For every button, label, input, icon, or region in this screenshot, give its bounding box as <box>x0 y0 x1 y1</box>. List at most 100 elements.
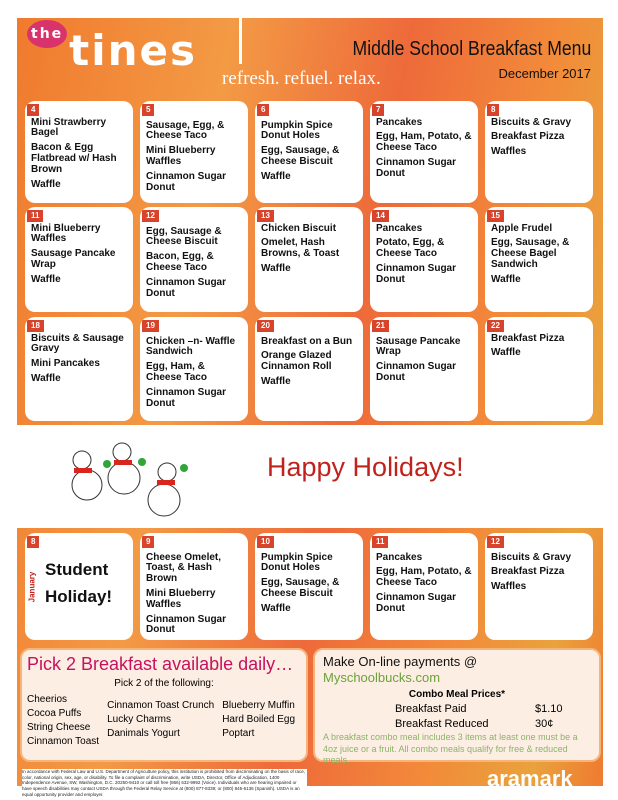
menu-day-card: 21 Sausage Pancake Wrap Cinnamon Sugar Don… <box>370 317 478 421</box>
day-number: 22 <box>487 320 504 332</box>
menu-item: Breakfast Pizza <box>491 566 565 578</box>
menu-date: December 2017 <box>498 66 592 81</box>
menu-item: Egg, Ham, Potato, & Cheese Taco <box>376 566 472 589</box>
menu-item: Biscuits & Gravy <box>491 551 572 563</box>
pick-option: Lucky Charms <box>107 713 171 725</box>
header: the tines refresh. refuel. relax. Middle … <box>17 18 603 100</box>
menu-item: Pumpkin Spice Donut Holes <box>261 551 333 574</box>
pick-option: Danimals Yogurt <box>107 727 180 739</box>
menu-item: Mini Pancakes <box>31 358 100 370</box>
pick-2-box: Pick 2 Breakfast available daily… Pick 2… <box>20 648 308 762</box>
day-number: 20 <box>257 320 274 332</box>
menu-day-card: 19 Chicken –n- Waffle Sandwich Egg, Ham, &… <box>140 317 248 421</box>
legal-notice: In accordance with Federal Law and U.S. … <box>22 769 307 798</box>
price-row: Breakfast Paid $1.10 <box>395 702 591 717</box>
menu-item: Pancakes <box>376 116 423 128</box>
menu-day-card: 11 Mini Blueberry Waffles Sausage Pancake … <box>25 207 133 312</box>
aramark-logo: aramark <box>487 766 573 791</box>
price-label: Breakfast Paid <box>395 703 467 716</box>
menu-item: Potato, Egg, & Cheese Taco <box>376 237 445 260</box>
menu-item: Waffle <box>31 178 61 190</box>
price-label: Breakfast Reduced <box>395 718 489 731</box>
menu-item: Mini Blueberry Waffles <box>146 587 216 610</box>
menu-item: Biscuits & Sausage Gravy <box>31 332 124 355</box>
combo-title: Combo Meal Prices* <box>408 689 506 701</box>
pick-column: Blueberry Muffin Hard Boiled Egg Poptart <box>222 699 295 749</box>
menu-item: Waffle <box>261 375 291 387</box>
menu-item: Biscuits & Gravy <box>491 116 572 128</box>
pick-column: Cinnamon Toast Crunch Lucky Charms Danimal… <box>107 699 214 749</box>
menu-item: Pancakes <box>376 551 423 563</box>
day-number: 11 <box>27 210 44 222</box>
menu-day-card: 9 Cheese Omelet, Toast, & Hash Brown Mini … <box>140 533 248 640</box>
day-number: 15 <box>487 210 504 222</box>
menu-item: Egg, Ham, & Cheese Taco <box>146 361 207 383</box>
day-number: 4 <box>27 104 40 116</box>
menu-item: Mini Blueberry Waffles <box>146 145 216 167</box>
day-number: 12 <box>142 210 159 222</box>
menu-day-card: 11 Pancakes Egg, Ham, Potato, & Cheese Tac… <box>370 533 478 640</box>
menu-item: Waffles <box>491 146 527 158</box>
payments-prefix: Make On-line payments @ <box>323 654 478 669</box>
menu-day-card: 18 Biscuits & Sausage Gravy Mini Pancakes W… <box>25 317 133 421</box>
menu-item: Mini Strawberry Bagel <box>31 116 107 139</box>
menu-day-card: 13 Chicken Biscuit Omelet, Hash Browns, & … <box>255 207 363 312</box>
menu-item: Orange Glazed Cinnamon Roll <box>261 350 332 373</box>
pick-option: String Cheese <box>27 721 91 733</box>
menu-item: Waffle <box>491 347 521 359</box>
menu-item: Cinnamon Sugar Donut <box>146 613 227 636</box>
menu-day-card: 14 Pancakes Potato, Egg, & Cheese Taco Cinn… <box>370 207 478 312</box>
menu-item: Cinnamon Sugar Donut <box>146 170 227 193</box>
pick-2-options: Cheerios Cocoa Puffs String Cheese Cinnamon… <box>27 693 301 749</box>
menu-day-card: 15 Apple Frudel Egg, Sausage, & Cheese Bag… <box>485 207 593 312</box>
pick-option: Cinnamon Toast <box>27 735 100 747</box>
menu-day-card: 12 Egg, Sausage & Cheese Biscuit Bacon, Eg… <box>140 207 248 312</box>
menu-item: Omelet, Hash Browns, & Toast <box>261 237 340 260</box>
day-number: 13 <box>257 210 274 222</box>
online-payments: Make On-line payments @ Myschoolbucks.co… <box>323 654 591 685</box>
menu-item: Cinnamon Sugar Donut <box>146 276 227 299</box>
pick-option: Poptart <box>222 727 255 739</box>
menu-day-card: 4 Mini Strawberry Bagel Bacon & Egg Flatbr… <box>25 101 133 203</box>
menu-item: Sausage Pancake Wrap <box>376 335 461 358</box>
day-number: 10 <box>257 536 274 548</box>
menu-item: Cinnamon Sugar Donut <box>376 262 457 285</box>
payments-box: Make On-line payments @ Myschoolbucks.co… <box>313 648 601 765</box>
january-label: January <box>27 571 37 603</box>
logo-the: the <box>27 20 68 48</box>
fork-icon <box>239 18 299 64</box>
menu-item: Apple Frudel <box>491 222 553 234</box>
snowmen-illustration <box>71 442 188 517</box>
price-value: $1.10 <box>535 703 563 716</box>
menu-item: Egg, Ham, Potato, & Cheese Taco <box>376 131 472 154</box>
menu-day-card: 5 Sausage, Egg, & Cheese Taco Mini Blueber… <box>140 101 248 203</box>
day-number: 14 <box>372 210 389 222</box>
menu-item: Breakfast on a Bun <box>261 335 353 347</box>
pick-2-subtitle: Pick 2 of the following: <box>114 677 214 689</box>
logo-tines: tines <box>69 26 198 75</box>
holiday-banner: Happy Holidays! <box>17 425 603 528</box>
combo-note: A breakfast combo meal includes 3 items … <box>323 731 578 766</box>
tagline: refresh. refuel. relax. <box>222 68 381 89</box>
menu-item: Chicken –n- Waffle Sandwich <box>146 335 236 358</box>
menu-item: Breakfast Pizza <box>491 332 565 344</box>
menu-item: Waffles <box>491 581 527 593</box>
day-number: 9 <box>142 536 155 548</box>
menu-day-card: 20 Breakfast on a Bun Orange Glazed Cinnam… <box>255 317 363 421</box>
pick-column: Cheerios Cocoa Puffs String Cheese Cinnamon… <box>27 693 99 749</box>
menu-item: Egg, Sausage, & Cheese Biscuit <box>261 145 340 167</box>
pick-option: Cocoa Puffs <box>27 707 82 719</box>
menu-item: Cinnamon Sugar Donut <box>376 156 457 179</box>
tines-logo: the tines <box>27 20 198 75</box>
day-number: 12 <box>487 536 504 548</box>
menu-item: Waffle <box>261 262 291 274</box>
menu-item: Cinnamon Sugar Donut <box>376 361 457 383</box>
menu-day-card: 8 Biscuits & Gravy Breakfast Pizza Waffles <box>485 101 593 203</box>
day-number: 7 <box>372 104 385 116</box>
pick-option: Blueberry Muffin <box>222 699 295 711</box>
holiday-line: Student <box>45 559 109 579</box>
menu-item: Egg, Sausage, & Cheese Biscuit <box>261 577 340 599</box>
pick-option: Cinnamon Toast Crunch <box>107 699 215 711</box>
myschoolbucks-link[interactable]: Myschoolbucks.com <box>323 669 441 685</box>
day-number: 21 <box>372 320 389 332</box>
